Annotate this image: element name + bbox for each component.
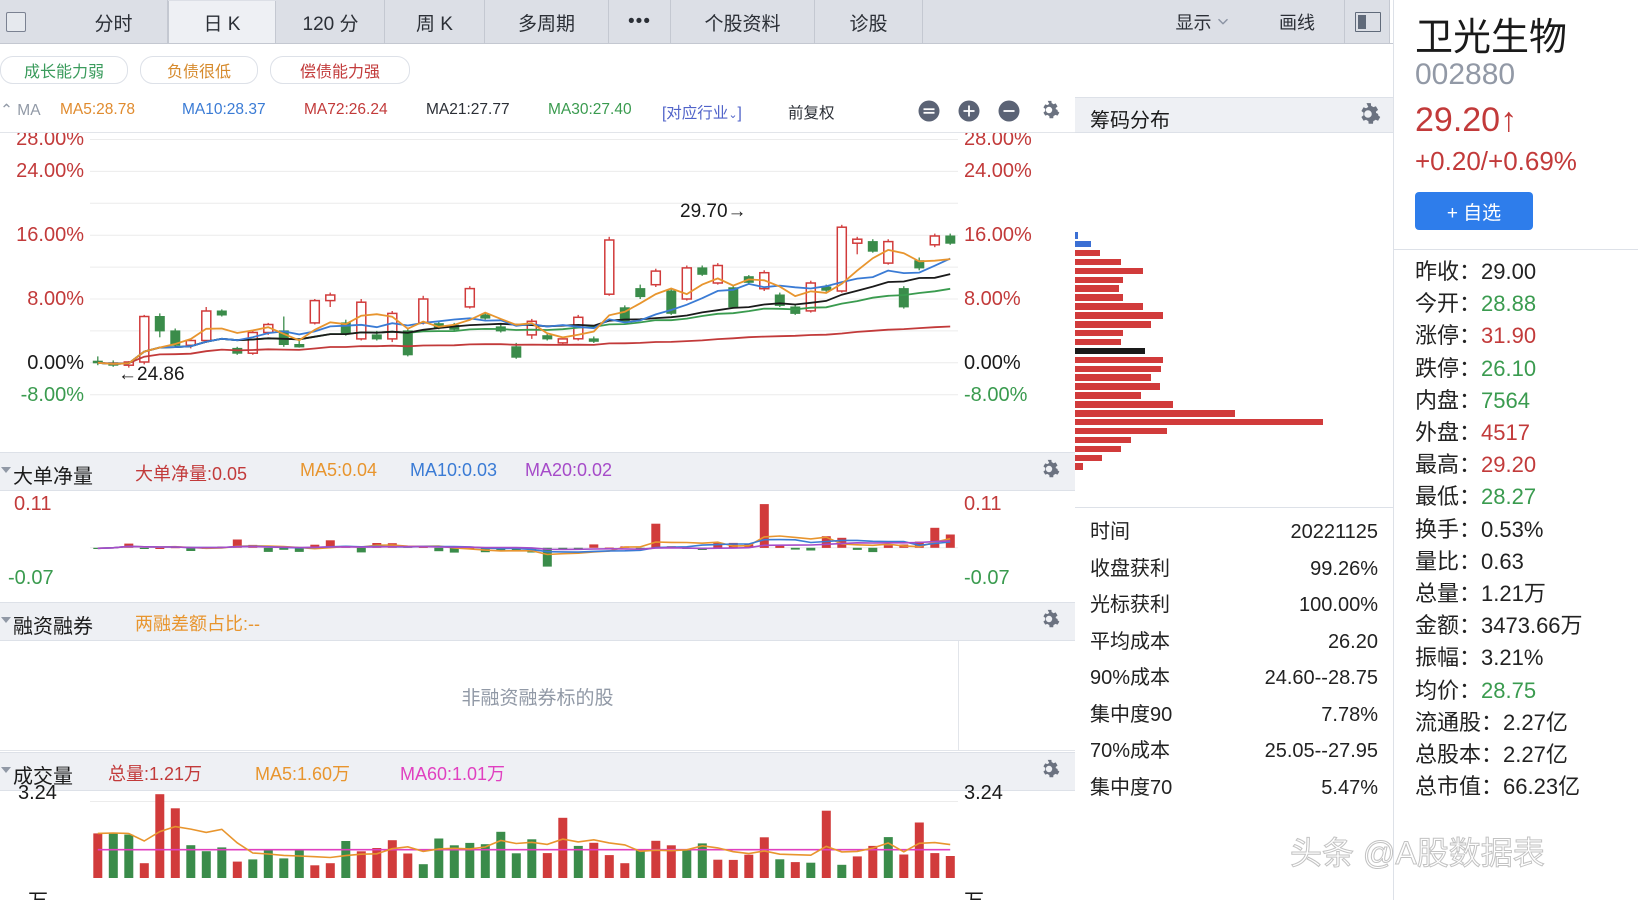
svg-text:16.00%: 16.00% [16,224,84,246]
svg-text:←24.86: ←24.86 [118,364,185,385]
svg-text:-8.00%: -8.00% [964,384,1028,406]
svg-text:8.00%: 8.00% [964,288,1021,310]
svg-text:29.70→: 29.70→ [680,201,747,222]
svg-text:8.00%: 8.00% [27,288,84,310]
svg-text:0.00%: 0.00% [27,352,84,374]
svg-text:28.00%: 28.00% [964,133,1032,150]
svg-text:28.00%: 28.00% [16,133,84,150]
svg-text:24.00%: 24.00% [16,160,84,182]
svg-text:-8.00%: -8.00% [21,384,85,406]
svg-text:24.00%: 24.00% [964,160,1032,182]
svg-text:16.00%: 16.00% [964,224,1032,246]
svg-text:0.00%: 0.00% [964,352,1021,374]
